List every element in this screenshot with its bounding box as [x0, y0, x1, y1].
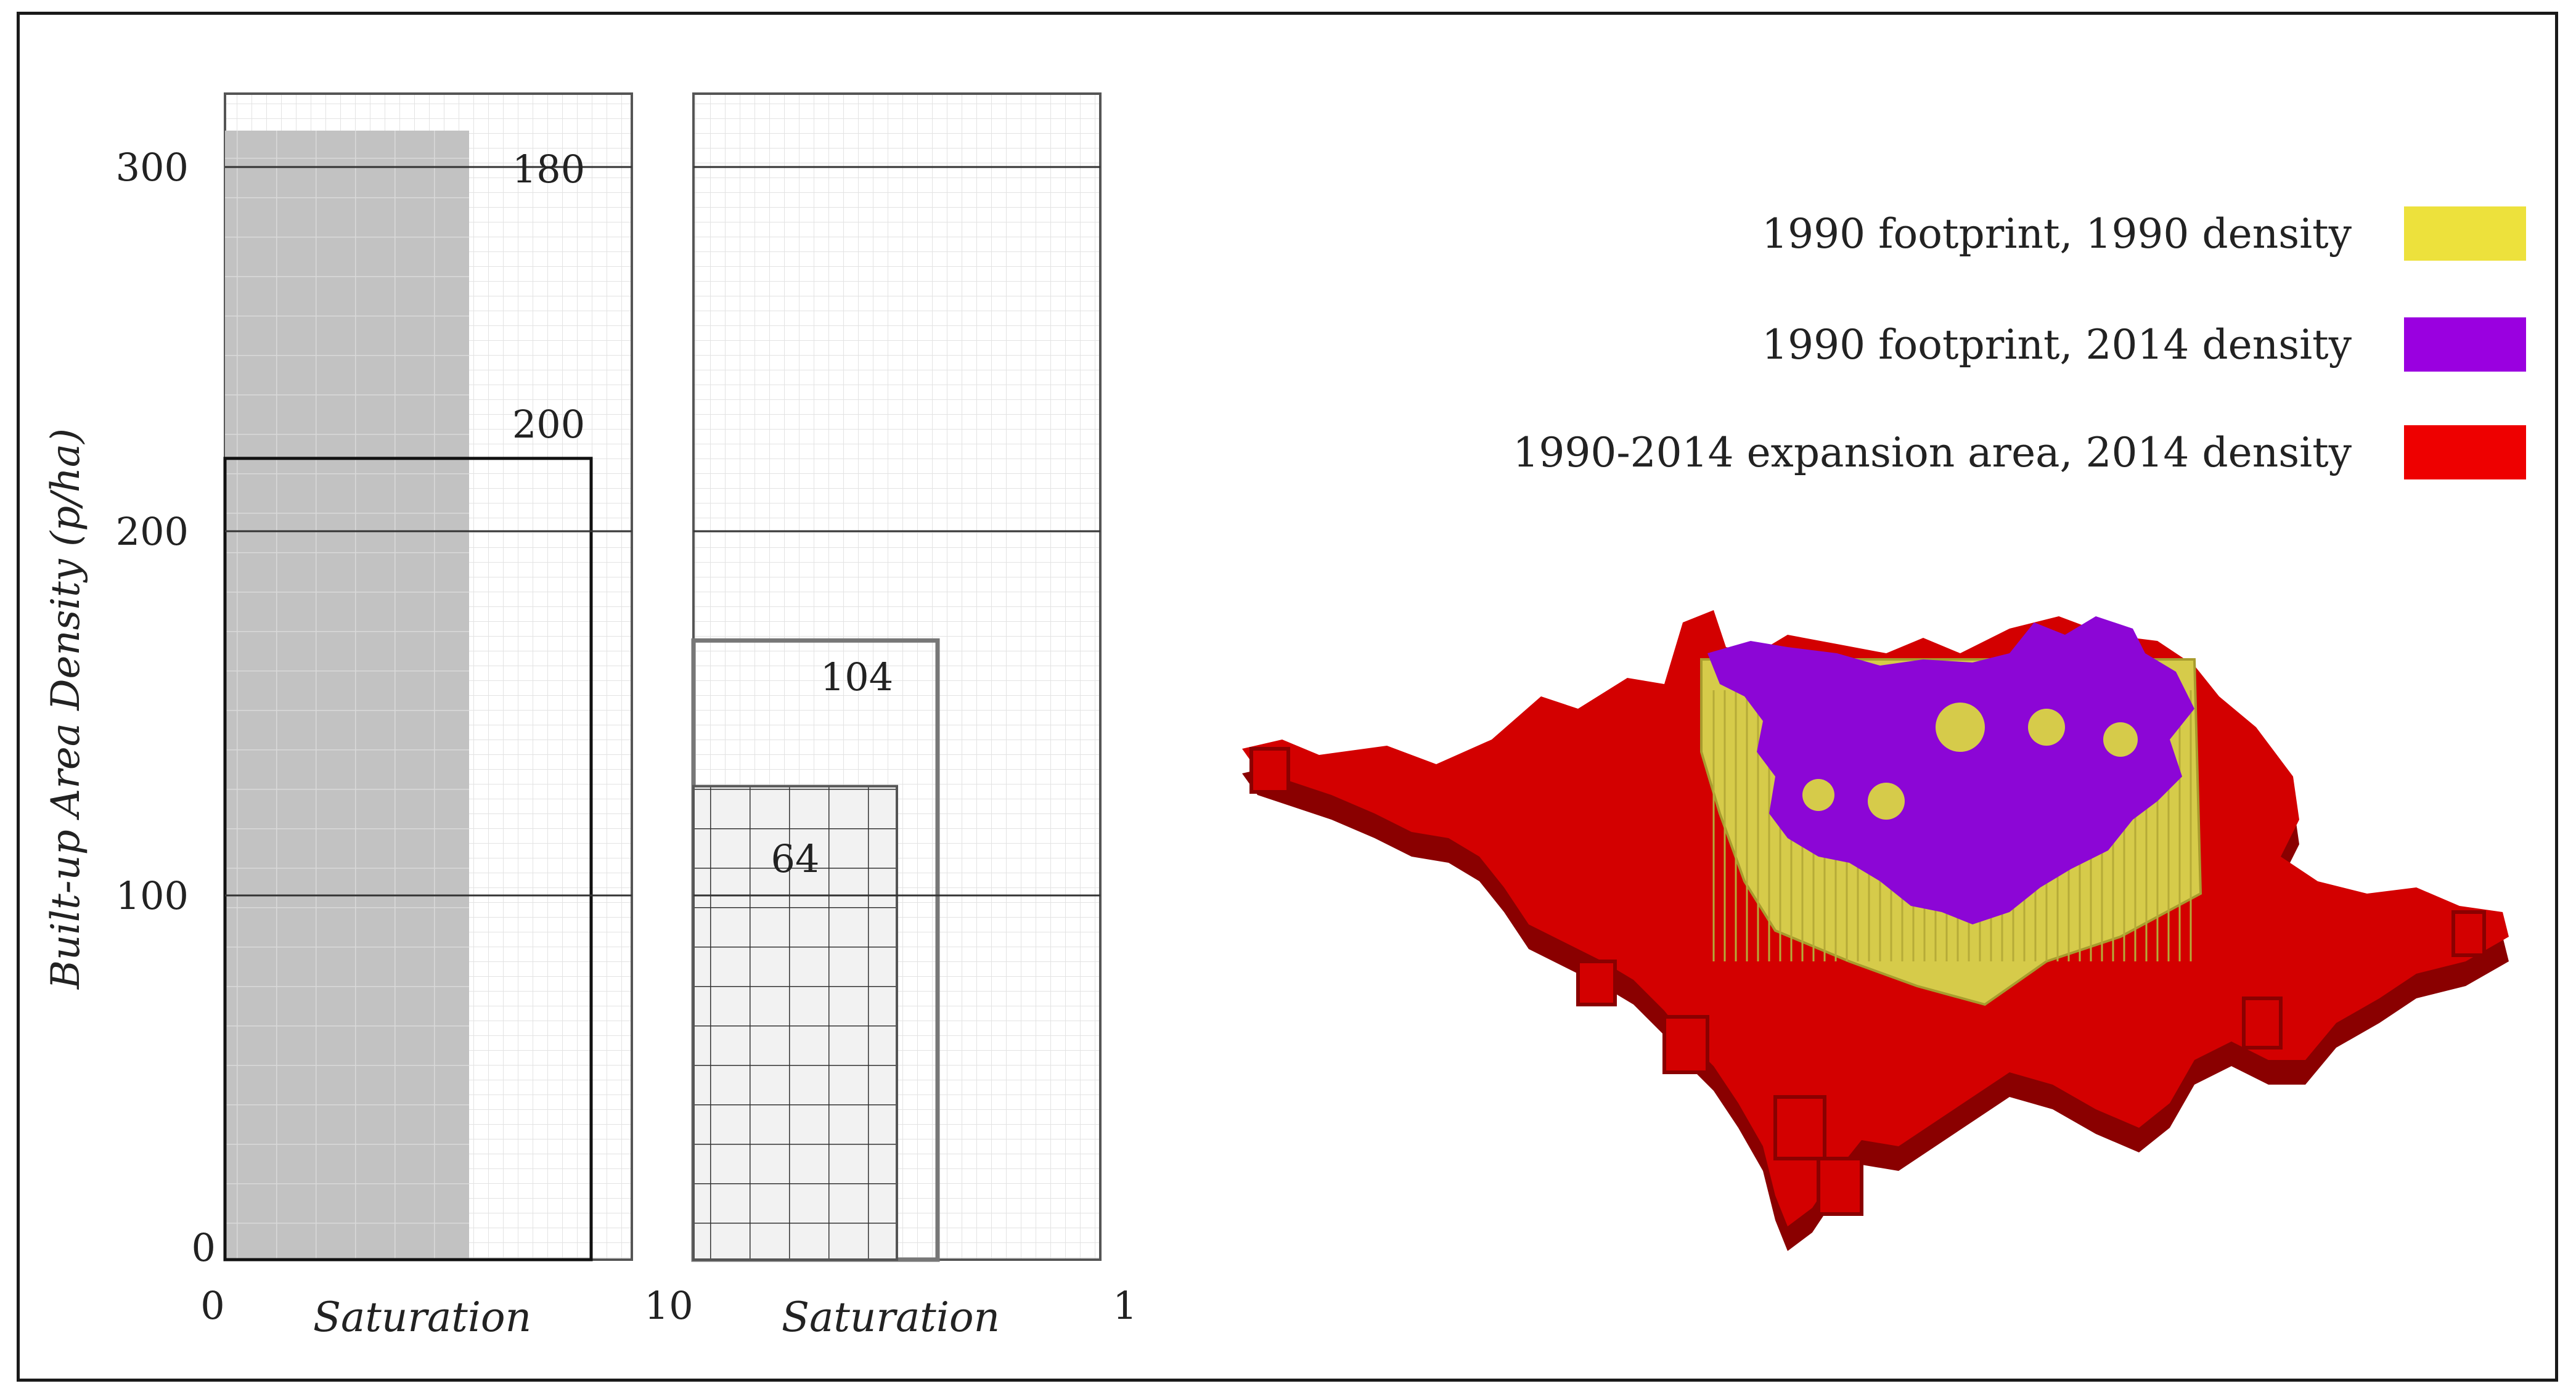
expansion-block [1773, 1095, 1826, 1160]
core-pocket [2028, 709, 2065, 746]
legend-label: 1990 footprint, 1990 density [1762, 210, 2352, 258]
core-2014-density-top [1707, 616, 2194, 924]
bar-value-label: 200 [512, 402, 585, 447]
legend-swatch [2404, 317, 2526, 372]
y-axis: 0 100 200 300 [116, 145, 216, 1270]
expansion-block [1662, 1015, 1709, 1074]
expansion-block [1817, 1157, 1863, 1216]
x-axis-title: Saturation [313, 1294, 531, 1341]
x-tick-label: 0 [669, 1283, 693, 1328]
bar-value-label: 104 [820, 654, 893, 699]
y-axis-title: Built-up Area Density (p/ha) [43, 428, 89, 990]
x-tick-label: 0 [200, 1283, 224, 1328]
bar-hatched [692, 785, 898, 1261]
y-tick-label: 0 [192, 1225, 216, 1270]
figure-frame [17, 12, 2558, 1382]
bar-outline [223, 457, 593, 1262]
y-tick-label: 200 [116, 509, 189, 554]
expansion-block [1576, 960, 1617, 1006]
bar-value-label: 180 [512, 147, 585, 192]
core-pocket [1802, 779, 1834, 811]
legend-label: 1990-2014 expansion area, 2014 density [1513, 429, 2352, 476]
left-chart-panel: 180 200 [223, 92, 633, 1262]
core-pocket [1936, 703, 1985, 752]
bar-shaded [225, 130, 469, 1260]
legend-label: 1990 footprint, 2014 density [1762, 321, 2352, 369]
core-pocket [2103, 722, 2138, 757]
legend-swatch [2404, 425, 2526, 479]
expansion-block [2451, 910, 2486, 957]
y-tick-label: 100 [116, 873, 189, 918]
expansion-block [1249, 747, 1290, 794]
y-tick-label: 300 [116, 145, 189, 190]
x-tick-label: 1 [1113, 1283, 1137, 1328]
legend-swatch [2404, 206, 2526, 261]
legend: 1990 footprint, 1990 density 1990 footpri… [1513, 206, 2526, 479]
bar-value-label: 64 [771, 836, 820, 881]
core-pocket [1868, 783, 1905, 820]
middle-chart-panel: 104 64 [691, 92, 1102, 1262]
x-axis-title: Saturation [782, 1294, 1000, 1341]
3d-density-map [1242, 610, 2509, 1251]
x-tick-label: 1 [644, 1283, 668, 1328]
expansion-block [2242, 997, 2283, 1050]
